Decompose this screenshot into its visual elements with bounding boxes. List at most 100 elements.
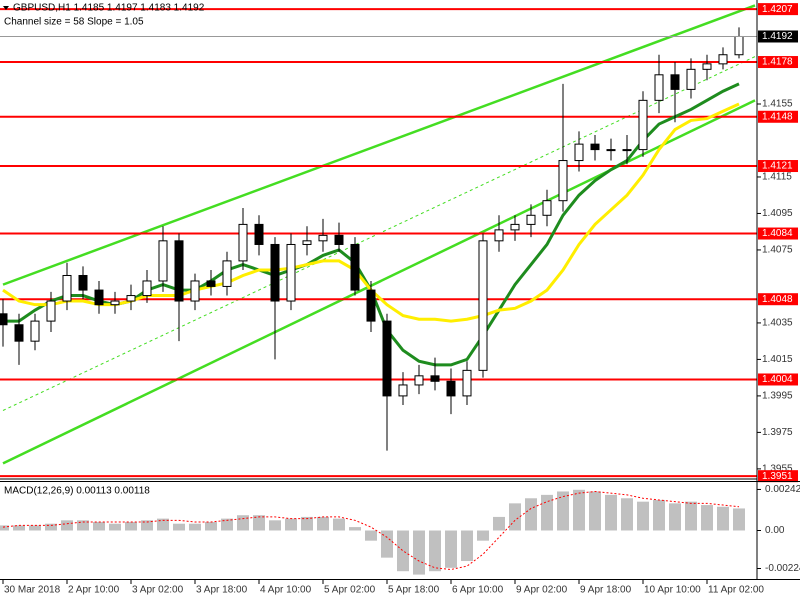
macd-bar (717, 506, 729, 531)
candle-body (558, 160, 568, 202)
channel-line (2, 4, 756, 286)
macd-bar (685, 501, 697, 531)
candle-body (654, 74, 664, 101)
price-panel (0, 4, 757, 478)
x-tick-label: 5 Apr 02:00 (324, 585, 376, 596)
y-tick-label: 1.4015 (762, 354, 793, 365)
macd-bar (29, 525, 41, 531)
macd-bar (189, 523, 201, 531)
macd-bar (413, 530, 425, 575)
candle-body (190, 280, 200, 302)
level-label-box (758, 110, 798, 123)
candle-body (286, 243, 296, 302)
candle-body (494, 229, 504, 242)
macd-bar (173, 523, 185, 531)
x-tick-label: 9 Apr 02:00 (516, 585, 568, 596)
x-tick-label: 30 Mar 2018 (4, 585, 61, 596)
candle-body (110, 300, 120, 306)
macd-bar (349, 527, 361, 531)
candle-body (318, 234, 328, 242)
candle-body (638, 99, 648, 151)
macd-bar (157, 518, 169, 531)
candle-body (526, 214, 536, 225)
macd-bar (125, 522, 137, 531)
candle-body (142, 280, 152, 297)
candle-body (126, 295, 136, 302)
macd-panel (0, 489, 745, 575)
candle-body (46, 300, 56, 322)
macd-bar (541, 494, 553, 531)
macd-bar (573, 489, 585, 531)
candle-body (254, 223, 264, 245)
candle-body (446, 380, 456, 397)
macd-bar (637, 501, 649, 531)
candle-body (702, 63, 712, 70)
macd-bar (429, 530, 441, 572)
candle-body (574, 143, 584, 162)
candle-body (14, 324, 24, 342)
candle-body (302, 240, 312, 245)
macd-bar (461, 530, 473, 562)
candle-body (94, 289, 104, 306)
macd-bar (621, 498, 633, 531)
macd-bar (669, 503, 681, 531)
y-tick-label: 1.3995 (762, 391, 793, 402)
symbol-icon (3, 6, 9, 10)
candle-body (382, 320, 392, 397)
x-tick-label: 10 Apr 10:00 (644, 585, 701, 596)
x-tick-label: 4 Apr 10:00 (260, 585, 312, 596)
candle-body (478, 240, 488, 371)
macd-bar (237, 515, 249, 531)
y-tick-label: 1.4155 (762, 99, 793, 110)
level-label: 1.4207 (762, 4, 793, 15)
candle-body (222, 260, 232, 287)
overlay: 1.4155 1.4115 1.4095 1.4075 1.4035 1.4015 1.39… (2, 3, 800, 596)
candle-body (590, 143, 600, 151)
candle-body (238, 223, 248, 262)
candle-body (430, 375, 440, 382)
candle-body (0, 313, 8, 326)
macd-bar (333, 518, 345, 531)
macd-bar (61, 520, 73, 531)
macd-bar (301, 516, 313, 531)
chart-title: GBPUSD,H1 1.4185 1.4197 1.4183 1.4192 (13, 3, 205, 14)
macd-bar (221, 518, 233, 531)
macd-bar (493, 516, 505, 531)
candle-body (398, 384, 408, 397)
candle-body (414, 375, 424, 386)
candle-body (270, 243, 280, 302)
macd-tick-label: 0.00242 (765, 484, 800, 495)
macd-bar (269, 520, 281, 531)
level-label: 1.4121 (762, 161, 793, 172)
macd-bar (317, 516, 329, 531)
macd-bar (0, 525, 9, 531)
macd-bar (733, 508, 745, 531)
level-label: 1.4084 (762, 228, 793, 239)
y-tick-label: 1.4075 (762, 245, 793, 256)
level-label-box (758, 56, 798, 69)
level-label: 1.4178 (762, 57, 793, 68)
level-label-box (758, 3, 798, 16)
level-label: 1.3951 (762, 471, 793, 482)
x-tick-label: 2 Apr 10:00 (68, 585, 120, 596)
macd-bar (397, 530, 409, 572)
macd-bar (653, 499, 665, 531)
macd-bar (557, 491, 569, 531)
macd-bar (525, 498, 537, 531)
current-price-label: 1.4192 (762, 31, 793, 42)
chart-subtitle: Channel size = 58 Slope = 1.05 (4, 17, 144, 28)
macd-bar (477, 530, 489, 541)
candle-body (30, 320, 40, 342)
x-tick-label: 11 Apr 02:00 (708, 585, 764, 596)
macd-bar (253, 515, 265, 531)
candle-body (334, 234, 344, 245)
channel-line (2, 99, 756, 465)
level-label: 1.4048 (762, 294, 793, 305)
macd-tick-label: 0.00 (765, 525, 785, 536)
candle-body (542, 200, 552, 216)
macd-tick-label: -0.00224 (765, 563, 800, 574)
candle-body (206, 280, 216, 287)
candle-body (62, 274, 72, 302)
macd-bar (141, 520, 153, 531)
y-tick-label: 1.4035 (762, 318, 793, 329)
